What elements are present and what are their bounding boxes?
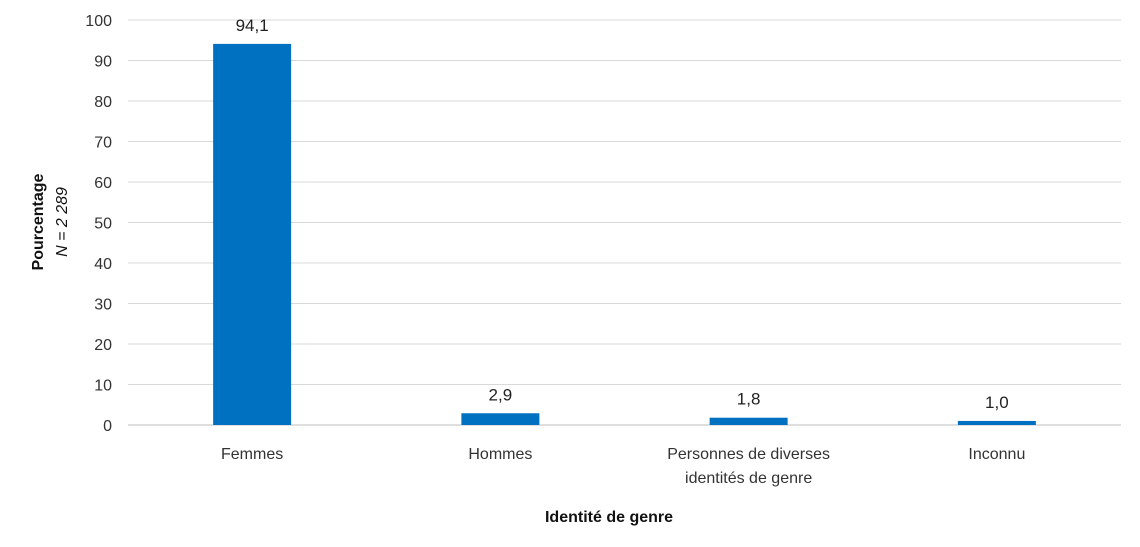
y-tick-label: 0 [103,418,112,435]
data-label: 1,0 [985,393,1009,412]
data-label: 1,8 [737,390,761,409]
bar [213,43,292,426]
bars [213,43,1036,426]
y-axis-title: Pourcentage [30,173,47,270]
x-axis-ticks: Femmes Hommes Personnes de diverses identit… [221,446,1025,487]
y-tick-label: 80 [94,94,112,111]
y-axis-subtitle: N = 2 289 [54,187,71,257]
y-tick-label: 30 [94,297,112,314]
x-tick-label: Personnes de diverses [667,446,830,463]
bar [461,413,540,425]
y-tick-label: 50 [94,216,112,233]
y-tick-label: 100 [85,13,112,30]
y-tick-label: 70 [94,135,112,152]
y-tick-label: 90 [94,54,112,71]
x-tick-label: Femmes [221,446,283,463]
gridlines [128,19,1121,426]
y-tick-label: 20 [94,337,112,354]
y-axis-ticks: 0 10 20 30 40 50 60 70 80 90 100 [85,13,112,435]
bar [957,420,1036,425]
data-label: 2,9 [489,385,513,404]
y-tick-label: 60 [94,175,112,192]
data-labels: 94,1 2,9 1,8 1,0 [236,16,1009,412]
x-axis-title: Identité de genre [545,509,673,526]
x-tick-label: identités de genre [685,470,812,487]
y-tick-label: 10 [94,378,112,395]
data-label: 94,1 [236,16,269,35]
y-tick-label: 40 [94,256,112,273]
x-tick-label: Inconnu [968,446,1025,463]
x-tick-label: Hommes [468,446,532,463]
bar [709,417,788,425]
